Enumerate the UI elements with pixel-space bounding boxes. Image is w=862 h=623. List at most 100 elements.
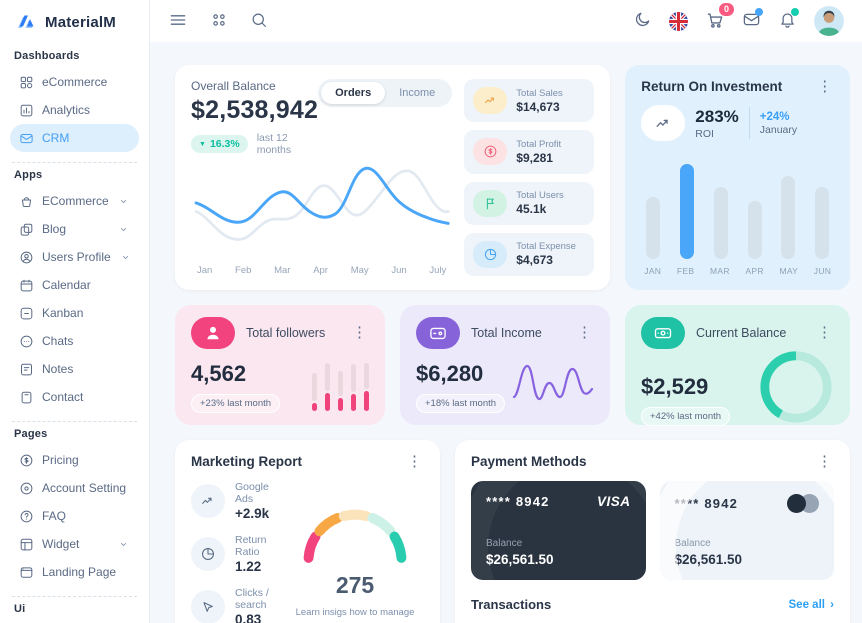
marketing-kebab-menu[interactable]: ⋮ [407,452,422,470]
bell-icon [778,10,797,32]
orders-income-toggle[interactable]: Orders Income [318,79,453,107]
sidebar-item-label: Account Setting [42,481,127,495]
month-label: Jun [391,265,407,276]
roi-month-label: APR [745,266,764,276]
card-toggle[interactable] [787,494,819,513]
cart-icon [705,10,725,33]
main-area: 0 [150,0,862,623]
sidebar-section-label-pages: Pages [14,428,48,440]
sidebar-item-faq[interactable]: FAQ [10,502,139,530]
sidebar-item-pricing[interactable]: Pricing [10,446,139,474]
visa-logo: VISA [596,494,631,509]
month-label: Apr [313,265,328,276]
copy-icon [19,222,34,237]
chevron-down-icon [117,195,130,208]
cart-badge: 0 [718,2,734,16]
sidebar-item-account-setting[interactable]: Account Setting [10,474,139,502]
card-number: **** 8942 [674,496,739,511]
hamburger-menu-button[interactable] [168,10,188,33]
sidebar-item-users-profile[interactable]: Users Profile [10,243,139,271]
sidebar-item-ecommerce[interactable]: ECommerce [10,187,139,215]
gauge-value: 275 [335,572,375,598]
sidebar-item-label: eCommerce [42,75,108,89]
followers-kebab-menu[interactable]: ⋮ [352,324,367,342]
user-avatar[interactable] [814,6,844,36]
calendar-icon [19,278,34,293]
income-wave-chart [512,351,594,413]
sidebar-item-notes[interactable]: Notes [10,355,139,383]
overall-balance-header: Overall Balance $2,538,942 ▼ 16.3% last 1… [191,79,453,156]
toggle-option-income[interactable]: Income [399,87,436,99]
followers-bar [351,364,356,411]
sidebar-item-blog[interactable]: Blog [10,215,139,243]
brand-logo[interactable]: MaterialM [10,0,139,44]
search-button[interactable] [250,11,268,32]
sidebar-item-label: CRM [42,131,70,145]
see-all-link[interactable]: See all › [788,598,834,611]
apps-grid-button[interactable] [210,11,228,32]
dark-mode-button[interactable] [633,10,652,32]
sidebar-item-analytics[interactable]: Analytics [10,96,139,124]
income-kebab-menu[interactable]: ⋮ [577,324,592,342]
search-icon [250,11,268,32]
topbar-left [168,10,268,33]
row-reports: Marketing Report ⋮ Google Ads +2.9k Retu… [175,440,850,623]
balance-kebab-menu[interactable]: ⋮ [817,324,832,342]
roi-value-label: ROI [695,127,714,140]
sidebar-item-widget[interactable]: Widget [10,530,139,558]
balance-card-title: Current Balance [696,326,787,340]
balance-badge: +42% last month [641,407,731,426]
credit-card-light[interactable]: **** 8942 Balance $26,561.50 [659,481,834,580]
overall-balance-left: Overall Balance $2,538,942 ▼ 16.3% last 1… [191,79,453,276]
chevron-down-icon [117,223,130,236]
note-icon [19,362,34,377]
total-followers-card: Total followers ⋮ 4,562 +23% last month [175,305,385,425]
mail-icon [19,131,34,146]
dashboard-content: Overall Balance $2,538,942 ▼ 16.3% last 1… [150,42,862,623]
income-value: $6,280 [416,361,484,386]
income-values: $6,280 +18% last month [416,361,506,413]
overall-balance-titles: Overall Balance $2,538,942 ▼ 16.3% last 1… [191,79,318,156]
chevron-down-icon [117,538,130,551]
sidebar-item-ecommerce[interactable]: eCommerce [10,68,139,96]
language-button[interactable] [669,11,688,31]
stat-tile-label: Total Sales [516,87,563,99]
notifications-button[interactable] [778,8,799,32]
toggle-option-orders[interactable]: Orders [321,82,386,104]
stat-tile-text: Total Users 45.1k [516,190,564,216]
pie-icon [473,240,508,268]
roi-card-header: Return On Investment ⋮ [641,79,834,94]
roi-month-labels: JAN FEB MAR APR MAY JUN [641,259,834,276]
followers-bar [325,363,330,411]
line-chart-month-labels: Jan Feb Mar Apr May Jun July [191,262,452,276]
sidebar-item-crm[interactable]: CRM [10,124,139,152]
followers-values: 4,562 +23% last month [191,361,281,413]
sidebar-item-label: Chats [42,334,74,348]
currency-icon [19,453,34,468]
sidebar-item-contact[interactable]: Contact [10,383,139,411]
stat-tile-label: Total Users [516,190,564,202]
sidebar-item-landing-page[interactable]: Landing Page [10,558,139,586]
sidebar-item-kanban[interactable]: Kanban [10,299,139,327]
sidebar-item-calendar[interactable]: Calendar [10,271,139,299]
marketing-item-value: 1.22 [235,559,262,574]
balance-label: Balance [486,538,523,549]
stat-tile-label: Total Profit [516,138,562,150]
messages-button[interactable] [742,8,763,32]
followers-bar [364,363,369,411]
balance-card-body: $2,529 +42% last month [641,349,834,426]
month-label: May [350,265,369,276]
payment-kebab-menu[interactable]: ⋮ [817,452,832,470]
pie-icon [191,537,225,571]
roi-card-title: Return On Investment [641,79,783,94]
roi-kebab-menu[interactable]: ⋮ [817,77,833,95]
cart-button[interactable]: 0 [705,2,734,33]
roi-bar-apr [747,201,762,259]
followers-card-body: 4,562 +23% last month [191,357,369,413]
moon-icon [633,10,652,32]
sidebar-item-chats[interactable]: Chats [10,327,139,355]
credit-card-dark[interactable]: **** 8942 VISA Balance $26,561.50 [471,481,646,580]
followers-mini-bar-chart [312,357,369,413]
stat-tile-label: Total Expense [516,241,576,253]
stat-tile-value: $14,673 [516,99,560,114]
